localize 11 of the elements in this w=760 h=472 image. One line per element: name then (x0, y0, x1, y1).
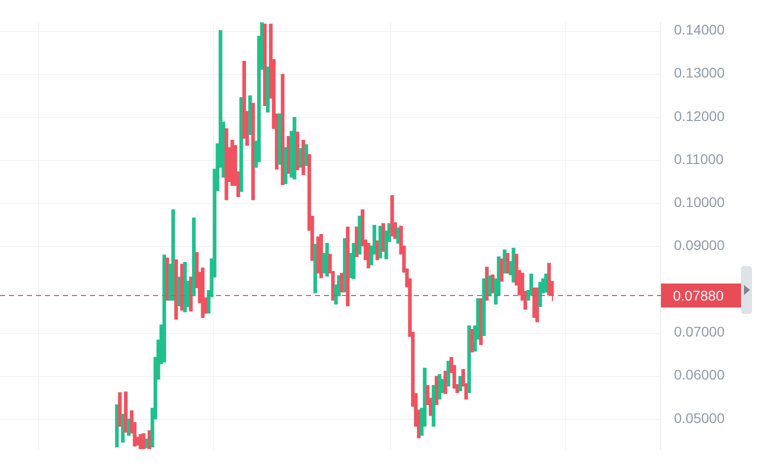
y-tick-label: 0.06000 (674, 366, 725, 383)
y-tick-label: 0.07000 (674, 324, 725, 340)
candlestick (124, 391, 128, 433)
y-tick-label: 0.13000 (674, 64, 725, 81)
y-tick-label: 0.10000 (674, 194, 725, 210)
y-tick-label: 0.05000 (674, 410, 725, 426)
y-tick-label: 0.12000 (674, 108, 725, 124)
y-tick-label: 0.09000 (674, 237, 725, 254)
y-tick-label: 0.14000 (674, 21, 725, 38)
ref-line-label: 0.07880 (673, 287, 724, 304)
y-tick-label: 0.11000 (674, 150, 724, 167)
